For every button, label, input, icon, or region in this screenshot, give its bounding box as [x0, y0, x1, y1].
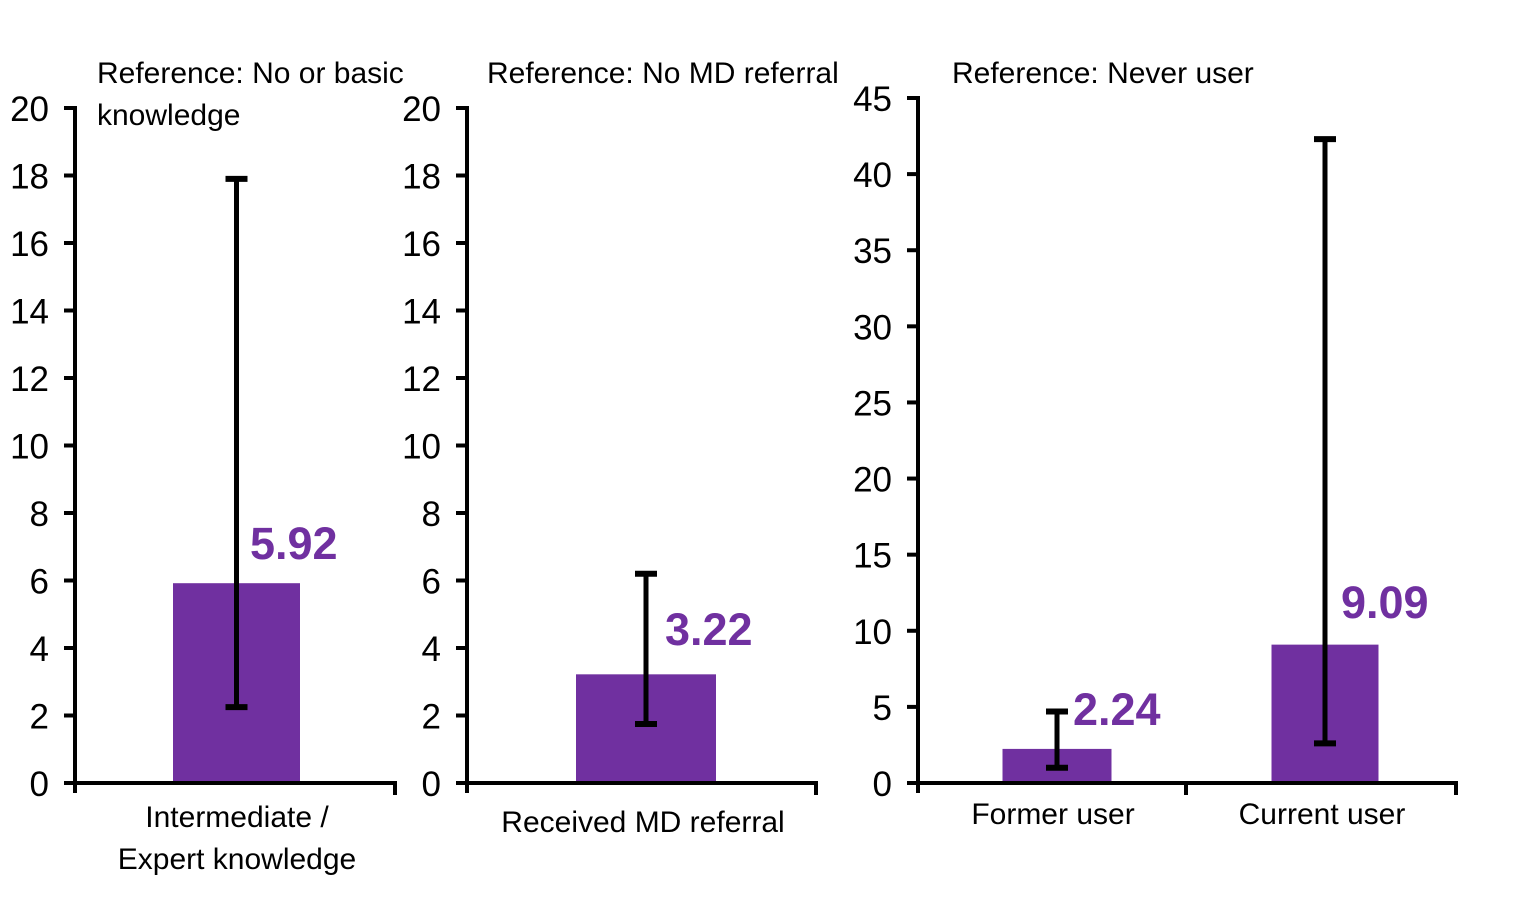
chart-panel-1: 0 2 4 6 8 10 12 14 16 18 20: [10, 90, 397, 804]
y-tick-label: 10: [853, 613, 892, 652]
y-tick-label: 25: [853, 384, 892, 423]
y-tick-label: 12: [10, 360, 49, 399]
panel3-current-user-value-label: 9.09: [1341, 577, 1429, 628]
y-tick-label: 0: [30, 765, 49, 804]
panel3-title-line1: Reference: Never user: [952, 57, 1254, 90]
panel2-bar-value-label: 3.22: [665, 604, 753, 655]
panel1-category-label: Intermediate / Expert knowledge: [118, 797, 356, 881]
y-tick-label: 18: [402, 158, 441, 197]
y-tick-label: 14: [10, 293, 49, 332]
y-tick-label: 8: [30, 495, 49, 534]
chart-panel-2: 0 2 4 6 8 10 12 14 16 18 20: [402, 90, 818, 804]
chart-panel-3: 0 5 10 15 20 25 30 35 40 45: [853, 80, 1458, 804]
y-tick-label: 14: [402, 293, 441, 332]
category-line: Current user: [1238, 798, 1406, 831]
panel1-title-line1: Reference: No or basic: [97, 57, 404, 90]
panel3-category-current-user: Current user: [1239, 794, 1406, 836]
y-tick-label: 20: [402, 90, 441, 129]
y-tick-label: 0: [873, 765, 892, 804]
y-tick-label: 30: [853, 308, 892, 347]
panel2-title-line1: Reference: No MD referral: [487, 57, 839, 90]
category-line: Received MD referral: [501, 806, 785, 839]
panel3-category-former-user: Former user: [971, 794, 1134, 836]
y-tick-label: 8: [422, 495, 441, 534]
y-tick-label: 16: [10, 225, 49, 264]
y-tick-label: 10: [10, 428, 49, 467]
panel1-title: Reference: No or basic knowledge: [97, 53, 404, 137]
y-tick-label: 4: [30, 630, 49, 669]
y-tick-label: 18: [10, 158, 49, 197]
panel1-bar-value-label: 5.92: [250, 518, 338, 569]
y-tick-label: 20: [10, 90, 49, 129]
category-line: Former user: [971, 798, 1135, 831]
y-tick-label: 15: [853, 537, 892, 576]
y-tick-label: 40: [853, 156, 892, 195]
category-line: Expert knowledge: [117, 843, 357, 876]
y-tick-label: 5: [873, 689, 892, 728]
y-tick-label: 6: [30, 563, 49, 602]
y-tick-label: 35: [853, 232, 892, 271]
y-tick-label: 16: [402, 225, 441, 264]
panel2-category-label: Received MD referral: [501, 802, 784, 844]
y-tick-label: 4: [422, 630, 441, 669]
category-line: Intermediate /: [145, 801, 329, 834]
panel3-title: Reference: Never user: [952, 53, 1254, 95]
y-tick-label: 2: [30, 698, 49, 737]
y-tick-label: 10: [402, 428, 441, 467]
y-tick-label: 12: [402, 360, 441, 399]
y-tick-label: 20: [853, 461, 892, 500]
panel1-title-line2: knowledge: [97, 99, 241, 132]
y-tick-label: 45: [853, 80, 892, 119]
y-tick-label: 6: [422, 563, 441, 602]
y-tick-label: 2: [422, 698, 441, 737]
panel2-title: Reference: No MD referral: [487, 53, 839, 95]
y-tick-label: 0: [422, 765, 441, 804]
panel3-former-user-value-label: 2.24: [1073, 684, 1161, 735]
